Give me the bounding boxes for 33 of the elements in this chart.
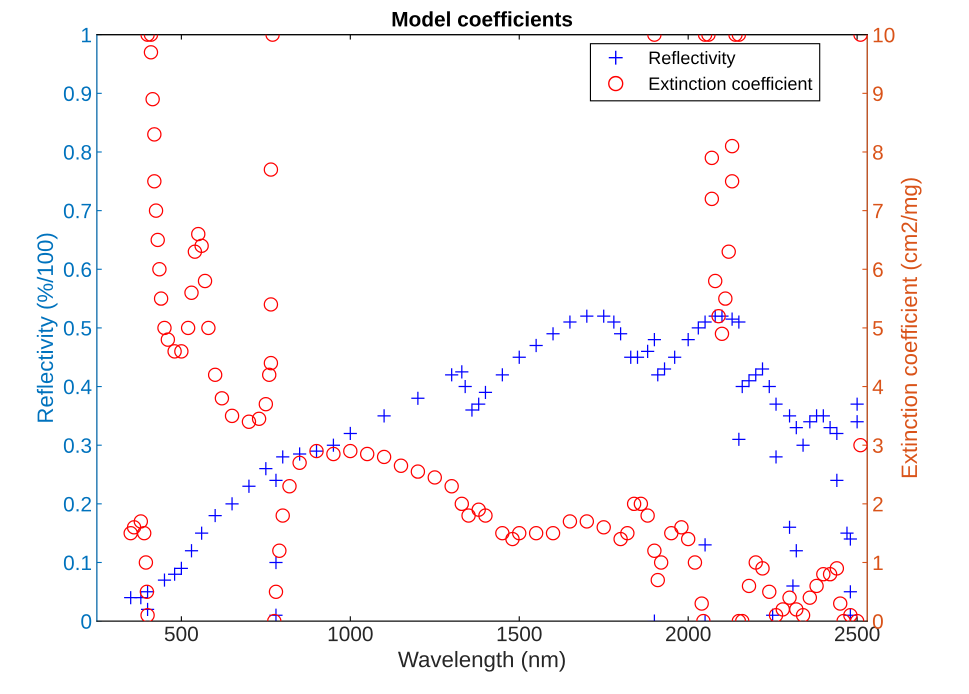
y2-tick-label: 10 [874, 28, 894, 42]
y-tick-label: 0.4 [64, 380, 92, 394]
y-tick-label: 0.3 [64, 438, 92, 453]
y2-tick-label: 9 [873, 86, 883, 102]
y2-tick-label: 5 [872, 321, 883, 336]
y2-tick-label: 8 [873, 144, 883, 160]
chart-title: Model coefficients [392, 11, 572, 27]
y-tick-label: 1 [82, 28, 92, 42]
legend-label: Extinction coefficient [650, 76, 812, 90]
y2-tick-label: 4 [872, 380, 884, 394]
x-tick-label: 1000 [328, 626, 373, 642]
x-tick-label: 2500 [834, 626, 880, 642]
y2-tick-label: 0 [872, 614, 883, 629]
x-tick-label: 2000 [666, 626, 711, 642]
y2-tick-label: 1 [874, 556, 883, 570]
y-tick-label: 0.5 [64, 320, 92, 336]
y-axis-title: Reflectivity (%/100) [36, 234, 58, 422]
y2-tick-label: 7 [873, 204, 883, 218]
y2-tick-label: 2 [873, 496, 883, 512]
y-tick-label: 0.9 [64, 86, 92, 102]
y2-tick-label: 6 [873, 262, 883, 278]
y-tick-label: 0.6 [64, 262, 92, 278]
x-tick-label: 1500 [498, 626, 542, 642]
legend-label: Reflectivity [650, 50, 736, 68]
y2-tick-label: 3 [872, 438, 883, 453]
y-tick-label: 0 [81, 614, 92, 629]
x-tick-label: 500 [164, 626, 198, 642]
y-tick-label: 0.8 [64, 144, 92, 160]
y-tick-label: 0.2 [64, 496, 91, 512]
y-tick-label: 0.1 [64, 555, 92, 570]
y-tick-label: 0.7 [64, 204, 91, 218]
y2-axis-title: Extinction coefficient (cm2/mg) [900, 178, 922, 478]
x-axis-title: Wavelength (nm) [398, 650, 565, 672]
